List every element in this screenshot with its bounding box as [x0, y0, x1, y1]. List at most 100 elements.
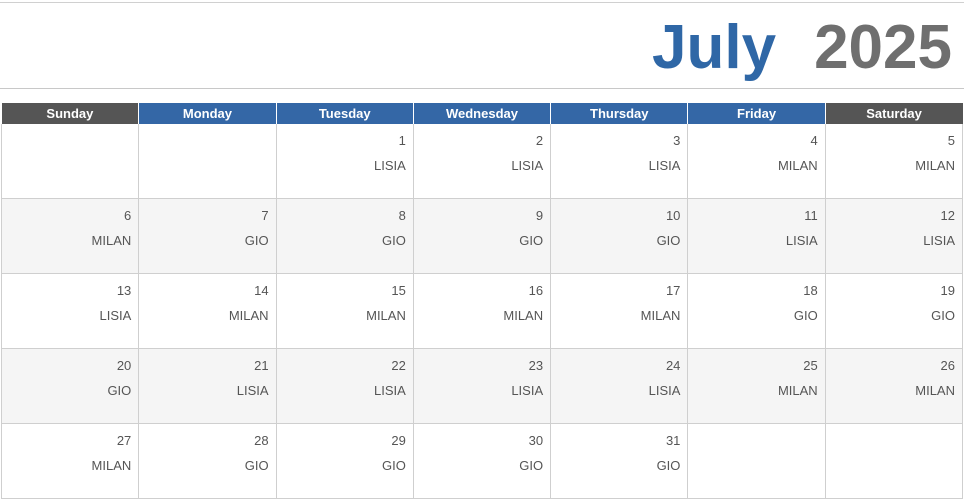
- empty-day-cell[interactable]: [138, 124, 277, 199]
- assignee-name: GIO: [382, 458, 406, 473]
- assignee-name: [688, 433, 824, 443]
- day-cell[interactable]: 18 GIO: [687, 273, 826, 349]
- day-cell[interactable]: 4 MILAN: [687, 124, 826, 199]
- day-number: 11: [804, 208, 818, 223]
- week-row: 6 MILAN 7 GIO 8 GIO 9 GIO 10 GIO 11 LISIA 12 LISIA: [0, 198, 964, 274]
- assignee-name: MILAN: [777, 383, 818, 398]
- day-number: 23: [528, 358, 544, 373]
- day-cell[interactable]: 1 LISIA: [275, 124, 414, 199]
- day-number: 22: [391, 358, 406, 373]
- assignee-name: MILAN: [366, 308, 406, 323]
- day-number: 26: [940, 358, 955, 373]
- empty-day-cell[interactable]: [0, 124, 140, 199]
- day-cell[interactable]: 12 LISIA: [824, 198, 964, 274]
- day-number: 1: [398, 133, 406, 148]
- day-cell[interactable]: 11 LISIA: [687, 198, 826, 274]
- title-divider: [0, 88, 964, 89]
- day-cell[interactable]: 2 LISIA: [412, 124, 552, 199]
- day-number: [2, 124, 138, 133]
- day-number: 14: [254, 283, 269, 298]
- day-cell[interactable]: 29 GIO: [275, 423, 414, 499]
- assignee-name: MILAN: [503, 308, 544, 323]
- assignee-name: LISIA: [236, 383, 269, 398]
- day-cell[interactable]: 3 LISIA: [550, 124, 689, 199]
- day-cell[interactable]: 7 GIO: [138, 198, 277, 274]
- day-cell[interactable]: 5 MILAN: [824, 124, 964, 199]
- day-cell[interactable]: 8 GIO: [275, 198, 414, 274]
- day-cell[interactable]: 15 MILAN: [275, 273, 414, 349]
- assignee-name: MILAN: [640, 308, 681, 323]
- empty-day-cell[interactable]: [824, 423, 964, 499]
- day-cell[interactable]: 14 MILAN: [138, 273, 277, 349]
- assignee-name: LISIA: [374, 383, 406, 398]
- day-cell[interactable]: 28 GIO: [138, 423, 277, 499]
- day-cell[interactable]: 24 LISIA: [550, 348, 689, 424]
- weekday-header-row: Sunday Monday Tuesday Wednesday Thursday Frid…: [1, 103, 963, 124]
- empty-day-cell[interactable]: [687, 423, 826, 499]
- assignee-name: LISIA: [648, 383, 681, 398]
- weekday-header-friday: Friday: [687, 103, 826, 124]
- assignee-name: MILAN: [915, 383, 955, 398]
- assignee-name: MILAN: [915, 158, 955, 173]
- day-cell[interactable]: 16 MILAN: [412, 273, 552, 349]
- calendar-body: 1 LISIA 2 LISIA 3 LISIA 4 MILAN 5 MILAN 6 MILAN 7 GIO…: [0, 124, 964, 499]
- day-cell[interactable]: 26 MILAN: [824, 348, 964, 424]
- day-number: 10: [665, 208, 681, 223]
- day-number: 13: [116, 283, 132, 298]
- day-number: 16: [528, 283, 544, 298]
- weekday-header-thursday: Thursday: [550, 103, 689, 124]
- day-cell[interactable]: 13 LISIA: [0, 273, 140, 349]
- assignee-name: GIO: [793, 308, 818, 323]
- day-cell[interactable]: 10 GIO: [550, 198, 689, 274]
- day-number: 4: [810, 133, 818, 148]
- day-cell[interactable]: 27 MILAN: [0, 423, 140, 499]
- day-number: [826, 424, 962, 433]
- day-cell[interactable]: 19 GIO: [824, 273, 964, 349]
- weekday-header-tuesday: Tuesday: [275, 103, 414, 124]
- calendar-title: July 2025: [652, 8, 952, 88]
- day-cell[interactable]: 17 MILAN: [550, 273, 689, 349]
- day-number: 12: [940, 208, 955, 223]
- day-number: 5: [947, 133, 955, 148]
- day-cell[interactable]: 6 MILAN: [0, 198, 140, 274]
- day-number: 20: [116, 358, 132, 373]
- assignee-name: MILAN: [777, 158, 818, 173]
- day-cell[interactable]: 9 GIO: [412, 198, 552, 274]
- weekday-header-saturday: Saturday: [824, 103, 963, 124]
- day-number: 17: [665, 283, 681, 298]
- week-row: 20 GIO 21 LISIA 22 LISIA 23 LISIA 24 LISIA 25 MILAN…: [0, 348, 964, 424]
- day-number: 2: [535, 133, 544, 148]
- day-cell[interactable]: 20 GIO: [0, 348, 140, 424]
- assignee-name: GIO: [519, 233, 544, 248]
- assignee-name: GIO: [244, 233, 269, 248]
- day-number: 21: [254, 358, 269, 373]
- assignee-name: MILAN: [228, 308, 269, 323]
- day-cell[interactable]: 21 LISIA: [138, 348, 277, 424]
- day-cell[interactable]: 23 LISIA: [412, 348, 552, 424]
- assignee-name: MILAN: [91, 233, 132, 248]
- month-title: July: [652, 13, 777, 82]
- day-cell[interactable]: 25 MILAN: [687, 348, 826, 424]
- year-title: 2025: [814, 13, 952, 82]
- day-cell[interactable]: 22 LISIA: [275, 348, 414, 424]
- week-row: 13 LISIA 14 MILAN 15 MILAN 16 MILAN 17 MILAN 18 GIO…: [0, 273, 964, 349]
- day-number: 9: [535, 208, 544, 223]
- assignee-name: GIO: [931, 308, 955, 323]
- day-number: 28: [254, 433, 269, 448]
- assignee-name: GIO: [656, 233, 681, 248]
- assignee-name: [139, 133, 275, 143]
- day-cell[interactable]: 30 GIO: [412, 423, 552, 499]
- day-number: [688, 424, 824, 433]
- day-number: [139, 124, 275, 133]
- weekday-header-monday: Monday: [138, 103, 277, 124]
- assignee-name: GIO: [382, 233, 406, 248]
- assignee-name: GIO: [519, 458, 544, 473]
- day-number: 15: [391, 283, 406, 298]
- day-number: 18: [803, 283, 818, 298]
- assignee-name: GIO: [656, 458, 681, 473]
- assignee-name: LISIA: [511, 383, 544, 398]
- week-row: 1 LISIA 2 LISIA 3 LISIA 4 MILAN 5 MILAN: [0, 124, 964, 199]
- assignee-name: [2, 133, 138, 143]
- day-number: 8: [398, 208, 406, 223]
- day-cell[interactable]: 31 GIO: [550, 423, 689, 499]
